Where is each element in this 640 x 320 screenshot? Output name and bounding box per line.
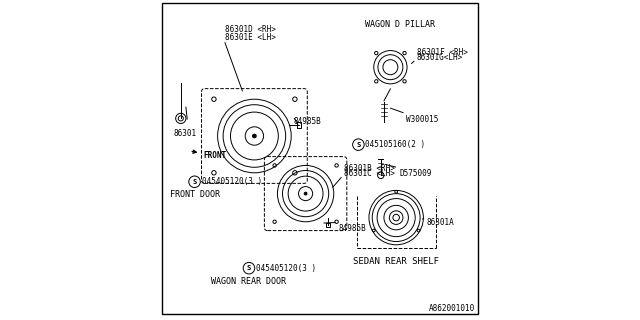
Text: 045105160(2 ): 045105160(2 ) (365, 140, 426, 149)
Text: FRONT DOOR: FRONT DOOR (170, 190, 220, 199)
Text: WAGON D PILLAR: WAGON D PILLAR (365, 20, 435, 29)
Text: 86301: 86301 (173, 129, 196, 138)
Text: 86301A: 86301A (427, 218, 454, 227)
Text: 84985B: 84985B (294, 117, 321, 126)
Text: S: S (356, 142, 360, 148)
Text: 86301G<LH>: 86301G<LH> (417, 53, 463, 62)
Text: 86301F <RH>: 86301F <RH> (417, 48, 467, 57)
Bar (326, 223, 330, 227)
Circle shape (253, 134, 256, 138)
Text: 86301B <RH>: 86301B <RH> (344, 164, 394, 173)
Text: D575009: D575009 (399, 169, 431, 178)
Text: A862001010: A862001010 (429, 304, 475, 313)
Circle shape (304, 192, 307, 195)
Text: W300015: W300015 (406, 115, 439, 124)
Text: WAGON REAR DOOR: WAGON REAR DOOR (211, 277, 287, 286)
Text: 86301D <RH>: 86301D <RH> (225, 25, 275, 34)
Text: 045405120(3 ): 045405120(3 ) (202, 177, 262, 186)
Text: SEDAN REAR SHELF: SEDAN REAR SHELF (353, 257, 439, 266)
Text: 86301C <LH>: 86301C <LH> (344, 169, 394, 178)
Text: 84985B: 84985B (339, 224, 366, 233)
Text: 86301E <LH>: 86301E <LH> (225, 33, 275, 42)
Text: FRONT: FRONT (192, 150, 227, 160)
Text: 045405120(3 ): 045405120(3 ) (256, 264, 316, 273)
Bar (297, 122, 301, 128)
Text: S: S (247, 265, 251, 271)
Text: S: S (193, 179, 196, 185)
